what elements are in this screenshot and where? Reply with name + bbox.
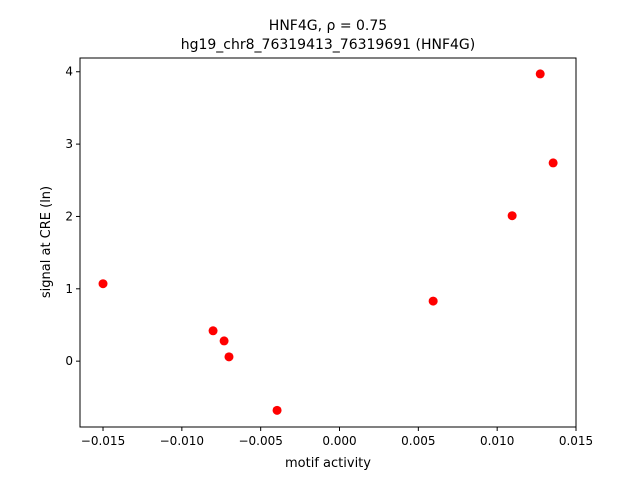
point: [428, 296, 438, 306]
point: [208, 326, 218, 336]
x-axis-label: motif activity: [285, 456, 371, 471]
x-tick-label: 0.010: [480, 434, 514, 448]
point: [507, 211, 517, 221]
y-tick-label: 4: [65, 65, 73, 79]
y-tick-label: 0: [65, 354, 73, 368]
y-tick-label: 2: [65, 209, 73, 223]
point: [535, 69, 545, 79]
plot-frame: [79, 57, 577, 428]
point: [98, 279, 108, 289]
y-tick-label: 1: [65, 282, 73, 296]
point: [219, 336, 229, 346]
y-axis-label: signal at CRE (ln): [39, 186, 54, 298]
x-tick-label: −0.015: [81, 434, 125, 448]
chart-subtitle: hg19_chr8_76319413_76319691 (HNF4G): [181, 37, 476, 53]
x-tick-label: 0.015: [559, 434, 593, 448]
x-tick-label: 0.000: [322, 434, 356, 448]
point: [548, 158, 558, 168]
point: [272, 405, 282, 415]
y-tick-label: 3: [65, 137, 73, 151]
x-tick-label: 0.005: [401, 434, 435, 448]
point: [224, 352, 234, 362]
x-tick-label: −0.005: [238, 434, 282, 448]
x-tick-label: −0.010: [160, 434, 204, 448]
chart-title: HNF4G, ρ = 0.75: [269, 18, 387, 34]
